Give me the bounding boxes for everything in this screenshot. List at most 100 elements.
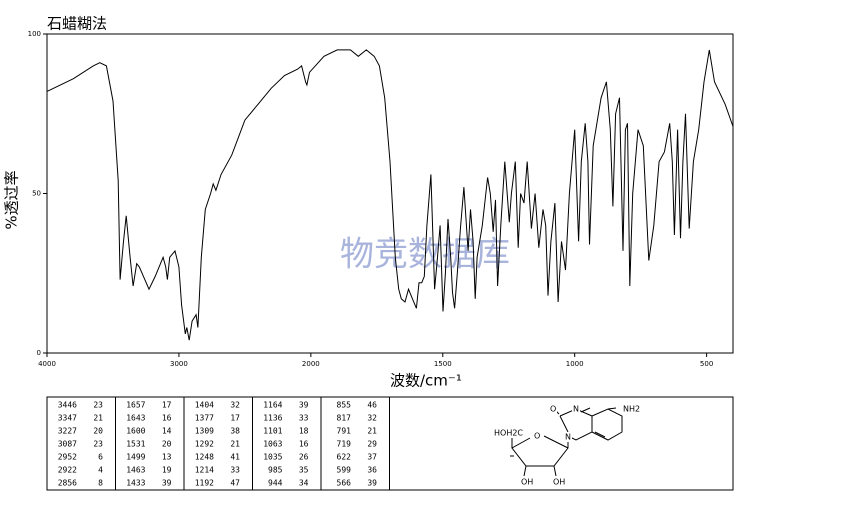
peak-transmittance: 18 — [299, 427, 309, 436]
peak-wavenumber: 1600 — [126, 427, 145, 436]
peak-wavenumber: 2952 — [58, 453, 77, 462]
atom-label: OH — [521, 478, 533, 487]
peak-wavenumber: 1433 — [126, 479, 145, 488]
y-tick-label: 50 — [32, 190, 41, 198]
peak-wavenumber: 1164 — [263, 401, 282, 410]
sugar-ring — [510, 415, 569, 477]
peak-transmittance: 33 — [230, 466, 240, 475]
peak-transmittance: 17 — [162, 401, 172, 410]
atom-bg — [520, 477, 533, 487]
peak-wavenumber: 1531 — [126, 440, 145, 449]
peak-transmittance: 23 — [93, 440, 103, 449]
peak-wavenumber: 1404 — [195, 401, 214, 410]
peak-wavenumber: 1101 — [263, 427, 282, 436]
peak-transmittance: 20 — [93, 427, 103, 436]
y-tick-label: 0 — [37, 349, 41, 357]
peak-transmittance: 8 — [98, 479, 103, 488]
spectrum-line — [46, 49, 734, 341]
y-axis-label: %透过率 — [3, 170, 21, 229]
peak-wavenumber: 1192 — [195, 479, 214, 488]
peak-transmittance: 36 — [367, 466, 377, 475]
peak-transmittance: 6 — [98, 453, 103, 462]
peak-transmittance: 35 — [299, 466, 309, 475]
x-tick-label: 4000 — [38, 360, 56, 368]
peak-transmittance: 19 — [162, 466, 172, 475]
peak-transmittance: 16 — [299, 440, 309, 449]
peak-wavenumber: 1463 — [126, 466, 145, 475]
peak-transmittance: 21 — [367, 427, 377, 436]
peak-wavenumber: 1035 — [263, 453, 282, 462]
peak-wavenumber: 3087 — [58, 440, 77, 449]
peak-wavenumber: 1063 — [263, 440, 282, 449]
peak-wavenumber: 944 — [268, 479, 283, 488]
atom-bg — [564, 432, 572, 442]
peak-transmittance: 14 — [162, 427, 172, 436]
peak-transmittance: 32 — [367, 414, 377, 423]
peak-wavenumber: 719 — [337, 440, 352, 449]
chart-title: 石蜡糊法 — [47, 15, 107, 33]
peak-transmittance: 46 — [367, 401, 377, 410]
peak-wavenumber: 1309 — [195, 427, 214, 436]
atom-label: N — [573, 405, 579, 414]
peak-transmittance: 39 — [162, 479, 172, 488]
peak-transmittance: 39 — [367, 479, 377, 488]
peak-transmittance: 17 — [230, 414, 240, 423]
structure — [510, 407, 623, 477]
peak-transmittance: 23 — [93, 401, 103, 410]
peak-wavenumber: 566 — [337, 479, 352, 488]
atom-label: O — [534, 432, 540, 441]
peak-wavenumber: 855 — [337, 401, 352, 410]
atom-label: O — [550, 405, 556, 414]
y-tick-label: 100 — [28, 30, 41, 38]
peak-wavenumber: 1214 — [195, 466, 214, 475]
x-tick-label: 500 — [700, 360, 713, 368]
peak-transmittance: 21 — [93, 414, 103, 423]
atom-label: N — [565, 433, 571, 442]
atom-bg — [552, 477, 565, 487]
peak-wavenumber: 1643 — [126, 414, 145, 423]
atom-label: HOH2C — [494, 429, 523, 438]
peak-wavenumber: 3227 — [58, 427, 77, 436]
peak-wavenumber: 985 — [268, 466, 283, 475]
peak-wavenumber: 1248 — [195, 453, 214, 462]
peak-wavenumber: 817 — [337, 414, 352, 423]
peak-transmittance: 37 — [367, 453, 377, 462]
atom-label: NH2 — [623, 405, 640, 414]
peak-wavenumber: 2856 — [58, 479, 77, 488]
atom-bg — [493, 428, 521, 438]
pyrimidine-ring — [554, 407, 623, 441]
peak-wavenumber: 1136 — [263, 414, 282, 423]
peak-wavenumber: 3446 — [58, 401, 77, 410]
peak-transmittance: 33 — [299, 414, 309, 423]
x-tick-label: 1000 — [566, 360, 584, 368]
peak-wavenumber: 599 — [337, 466, 352, 475]
x-tick-label: 2000 — [302, 360, 320, 368]
peak-transmittance: 20 — [162, 440, 172, 449]
peak-wavenumber: 1657 — [126, 401, 145, 410]
x-tick-label: 1500 — [434, 360, 452, 368]
peak-wavenumber: 2922 — [58, 466, 77, 475]
peak-wavenumber: 791 — [337, 427, 352, 436]
peak-transmittance: 21 — [230, 440, 240, 449]
atom-bg — [533, 431, 541, 441]
atom-bg — [549, 404, 557, 414]
x-axis-label: 波数/cm⁻¹ — [390, 372, 462, 390]
peak-wavenumber: 1499 — [126, 453, 145, 462]
atom-bg — [622, 404, 644, 414]
x-tick-label: 3000 — [170, 360, 188, 368]
peak-transmittance: 26 — [299, 453, 309, 462]
peak-transmittance: 13 — [162, 453, 172, 462]
peak-wavenumber: 622 — [337, 453, 352, 462]
peak-transmittance: 32 — [230, 401, 240, 410]
peak-transmittance: 16 — [162, 414, 172, 423]
peak-transmittance: 41 — [230, 453, 240, 462]
peak-transmittance: 47 — [230, 479, 240, 488]
atom-bg — [572, 404, 580, 414]
peak-transmittance: 34 — [299, 479, 309, 488]
peak-transmittance: 38 — [230, 427, 240, 436]
peak-transmittance: 4 — [98, 466, 103, 475]
peak-transmittance: 39 — [299, 401, 309, 410]
peak-wavenumber: 1377 — [195, 414, 214, 423]
peak-wavenumber: 1292 — [195, 440, 214, 449]
